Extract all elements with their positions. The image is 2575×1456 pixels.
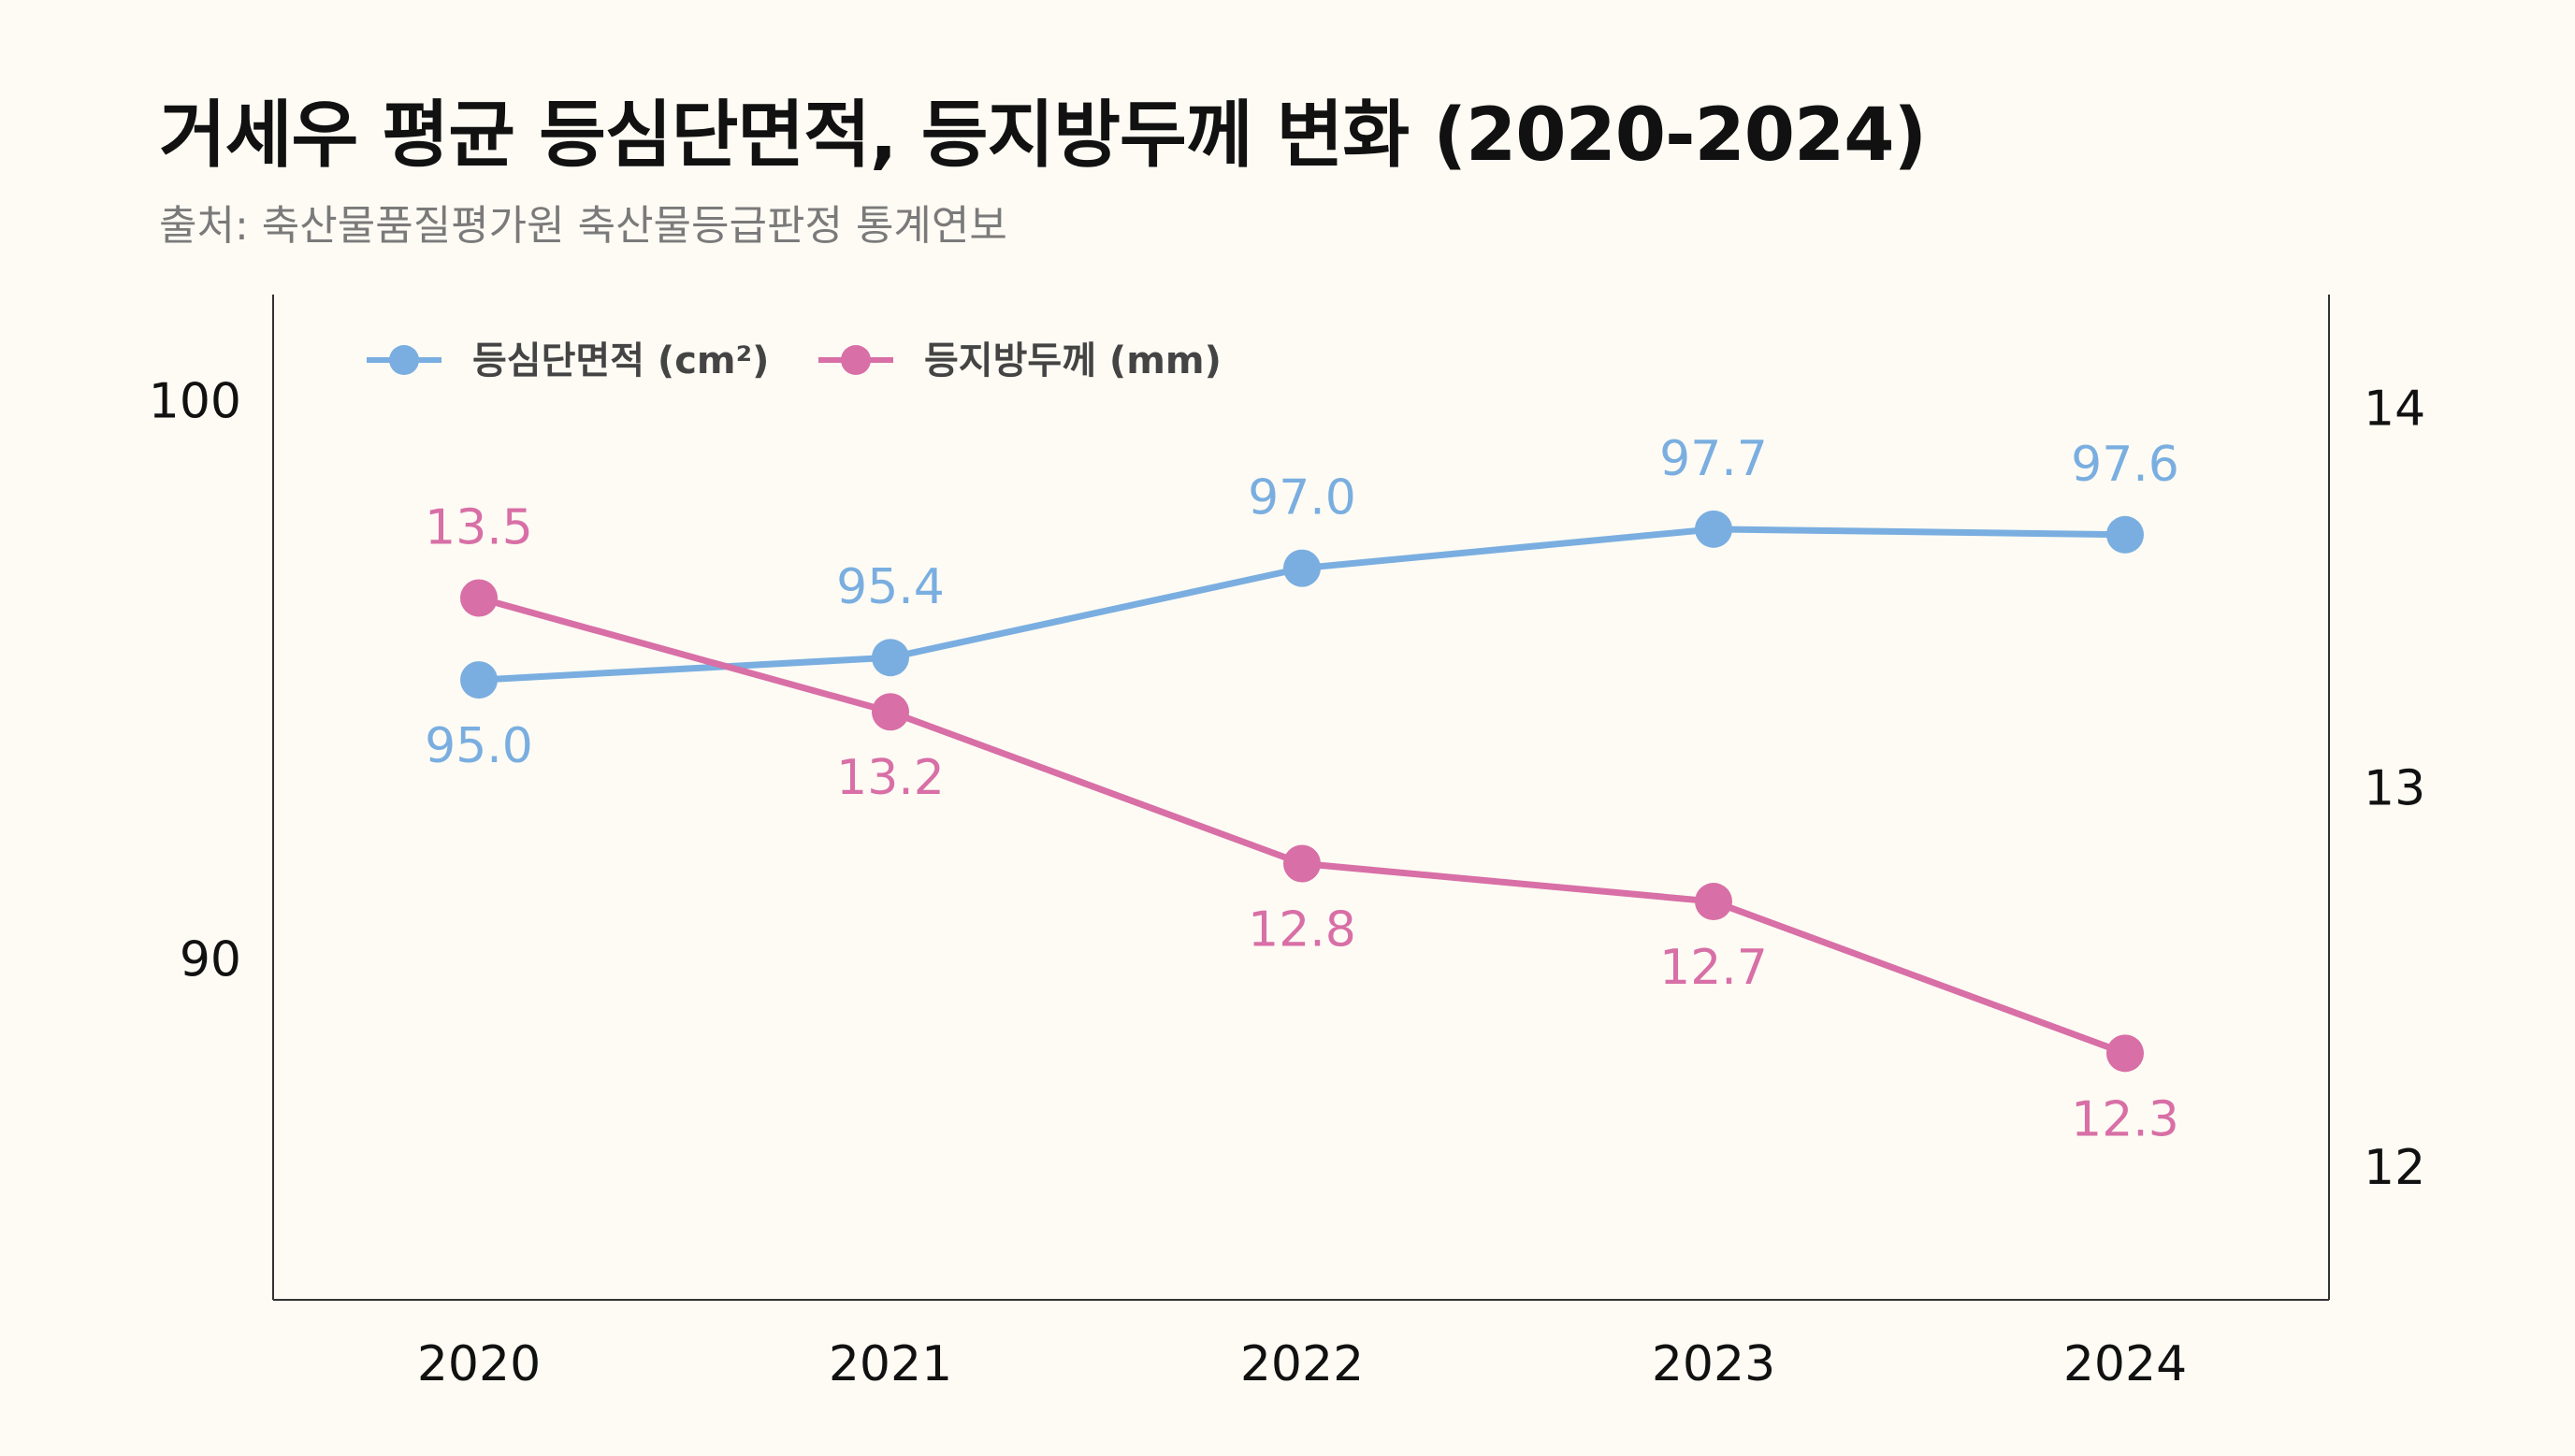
series-1-data-label: 12.8: [1248, 901, 1356, 958]
legend-marker-0: [389, 345, 419, 375]
series-1-data-label: 12.7: [1659, 940, 1768, 996]
series-0-point: [1283, 549, 1321, 587]
series-0-data-label: 97.7: [1659, 431, 1768, 487]
chart-title: 거세우 평균 등심단면적, 등지방두께 변화 (2020-2024): [159, 94, 1927, 178]
x-tick-label: 2024: [2063, 1336, 2187, 1392]
series-1-point: [1283, 844, 1321, 883]
series-0-data-label: 97.0: [1248, 470, 1356, 526]
x-tick-label: 2022: [1240, 1336, 1364, 1392]
series-1-point: [460, 579, 498, 617]
chart-subtitle: 출처: 축산물품질평가원 축산물등급판정 통계연보: [159, 202, 1007, 250]
series-1-point: [2106, 1034, 2144, 1073]
legend-label-1: 등지방두께 (mm): [924, 339, 1222, 382]
x-tick-label: 2020: [417, 1336, 541, 1392]
series-0-data-label: 97.6: [2071, 437, 2179, 493]
series-line-1: [475, 595, 2129, 1057]
series-0-data-label: 95.4: [836, 559, 945, 615]
series-1-point: [1695, 883, 1732, 921]
series-0-point: [872, 639, 909, 677]
series-0-point: [2106, 515, 2144, 554]
series-1-point: [872, 693, 909, 731]
series-0-point: [1695, 510, 1732, 548]
series-1-data-label: 13.2: [836, 750, 945, 806]
series-0-data-label: 95.0: [425, 718, 533, 774]
y-right-tick-label: 13: [2364, 760, 2425, 816]
series-0-point: [460, 661, 498, 699]
x-tick-label: 2021: [829, 1336, 952, 1392]
legend-label-0: 등심단면적 (cm²): [472, 339, 769, 382]
y-right-tick-label: 14: [2364, 382, 2425, 438]
y-left-tick-label: 100: [149, 373, 241, 429]
series-1-data-label: 13.5: [425, 500, 533, 556]
y-left-tick-label: 90: [180, 932, 241, 988]
series-1-data-label: 12.3: [2071, 1091, 2179, 1147]
y-right-tick-label: 12: [2364, 1140, 2425, 1196]
legend-marker-1: [841, 345, 871, 375]
x-tick-label: 2023: [1652, 1336, 1775, 1392]
